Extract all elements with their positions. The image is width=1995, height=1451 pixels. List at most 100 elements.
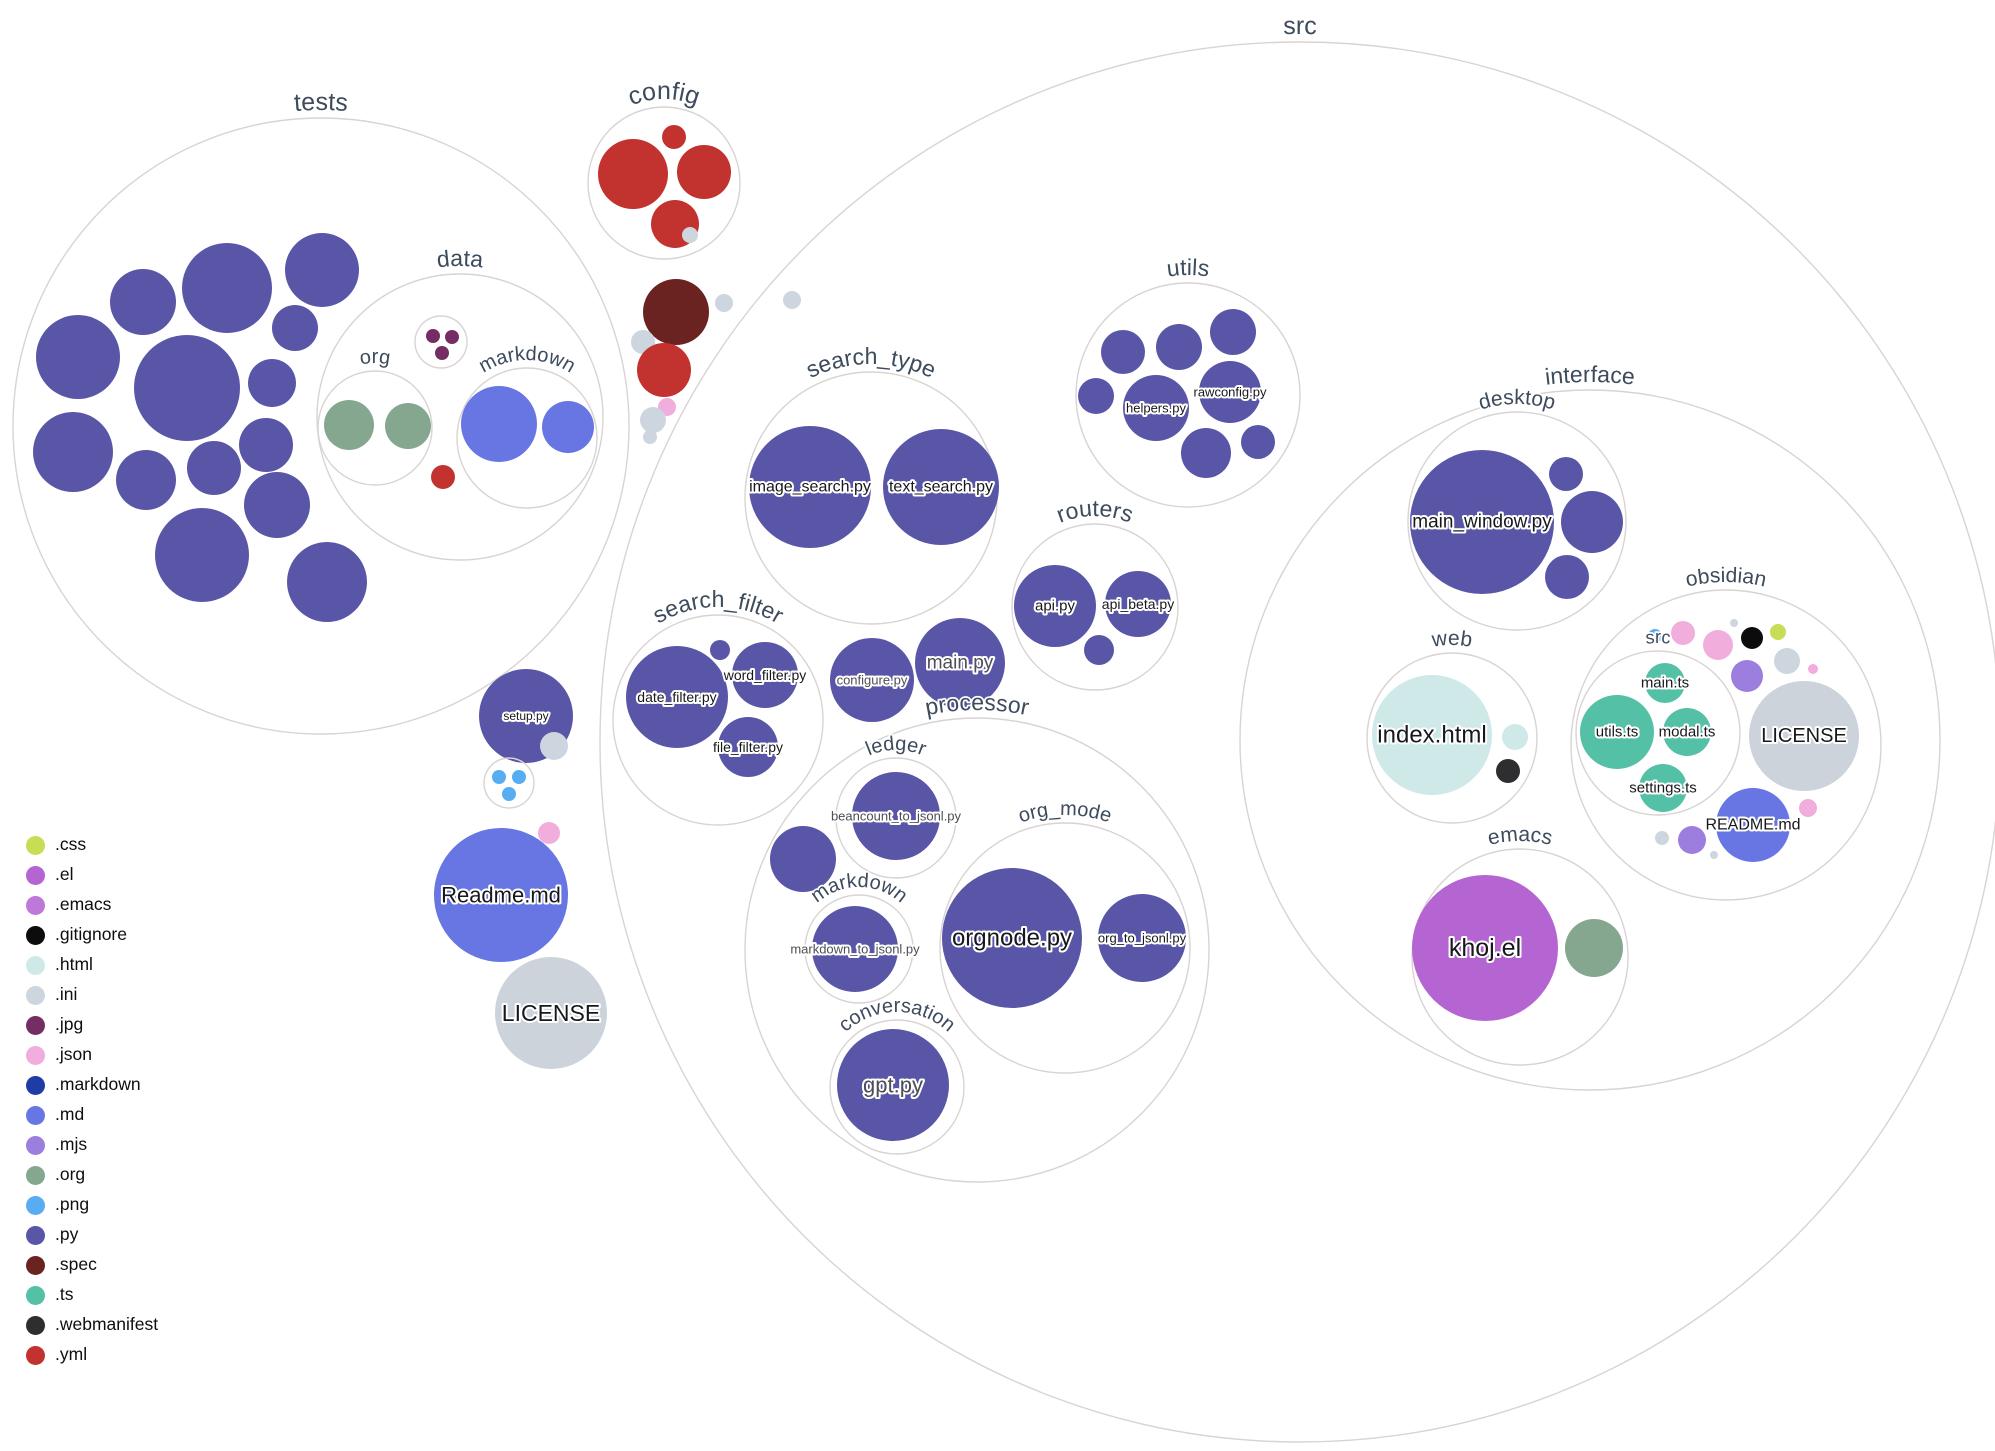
legend-item-py: .py (26, 1220, 158, 1250)
folder-circle-emacs (1411, 848, 1629, 1066)
file-circle-main.ts (1645, 663, 1685, 703)
legend-extension-label: .ini (55, 984, 78, 1005)
folder-circle-tests (12, 117, 630, 735)
folder-routers: api.py api_beta.py routers (1011, 493, 1179, 691)
legend-color-dot-markdown (26, 1075, 45, 1095)
file-circle-spec (643, 279, 709, 345)
legend-extension-label: .webmanifest (55, 1314, 159, 1335)
file-circle-settings.ts (1639, 764, 1687, 812)
folder-obsidian: main.ts utils.ts modal.ts settings.ts src LIC… (1570, 562, 1882, 901)
file-circle-gitignore (1741, 627, 1763, 649)
file-circle-configure.py (830, 638, 914, 722)
file-circle-yml (637, 343, 691, 397)
file-circle-py (110, 269, 176, 335)
file-circle-py (182, 243, 272, 333)
legend-color-dot-ini (26, 985, 45, 1005)
file-label-main.py: main.py (927, 653, 994, 674)
legend-extension-label: .md (55, 1104, 85, 1125)
file-circle-ini (1774, 648, 1800, 674)
file-circle-yml (598, 139, 668, 209)
file-circle-py (770, 826, 836, 892)
file-circle-org (385, 403, 431, 449)
file-circle-jpg (426, 329, 440, 343)
folder-circle-interface (1239, 389, 1941, 1091)
file-circle-py (1241, 425, 1275, 459)
file-label-orgnode.py: orgnode.py (952, 925, 1072, 952)
file-circle-LICENSE (1749, 681, 1859, 791)
legend-item-webmanifest: .webmanifest (26, 1310, 158, 1340)
file-circle-ini (643, 430, 657, 444)
file-circle-mjs (1678, 826, 1706, 854)
folder-circle-org_mode (939, 822, 1191, 1074)
file-circle-py (1156, 324, 1202, 370)
folder-label-markdown: markdown (475, 343, 579, 378)
folder-circle-search_filter (612, 614, 824, 826)
folder-label-search_filter: search_filter (648, 586, 788, 628)
file-circle-helpers.py (1123, 375, 1189, 441)
file-circle-ini (1655, 831, 1669, 845)
legend-color-dot-el (26, 865, 45, 885)
folder-circle-obsidian (1570, 589, 1882, 901)
legend-color-dot-py (26, 1225, 45, 1245)
file-circle-ini (783, 291, 801, 309)
file-circle-mjs (1731, 660, 1763, 692)
legend-item-org: .org (26, 1160, 158, 1190)
legend-item-mjs: .mjs (26, 1130, 158, 1160)
file-circle-py (239, 418, 293, 472)
folder-emacs: khoj.el emacs (1411, 821, 1629, 1066)
folder-circle-org (317, 370, 433, 486)
file-label-modal.ts: modal.ts (1659, 724, 1716, 741)
legend-item-jpg: .jpg (26, 1010, 158, 1040)
file-circle-text_search.py (883, 429, 999, 545)
file-circle-py (1078, 378, 1114, 414)
legend-extension-label: .markdown (55, 1074, 141, 1095)
legend-extension-label: .css (55, 834, 87, 855)
file-label-configure.py: configure.py (837, 673, 908, 688)
legend-color-dot-json (26, 1045, 45, 1065)
file-label-rawconfig.py: rawconfig.py (1194, 385, 1267, 400)
file-circle-beancount_to_jsonl.py (852, 772, 940, 860)
file-circle-main_window.py (1410, 450, 1554, 594)
file-circle-py (287, 542, 367, 622)
folder-label-search_type: search_type (802, 343, 940, 383)
file-circle-file_filter.py (718, 717, 778, 777)
folder-markdown: markdown (456, 341, 598, 509)
folder-label-arc (687, 34, 1913, 388)
file-circle-ini (1730, 619, 1738, 627)
file-label-index.html: index.html (1377, 722, 1486, 749)
file-circle-main.py (915, 618, 1005, 708)
file-extension-legend: .css .el .emacs .gitignore .html .ini .jpg .jso… (26, 830, 158, 1370)
file-label-LICENSE: LICENSE (1761, 725, 1847, 747)
folder-label-arc (1016, 516, 1174, 561)
file-label-README.md: README.md (1705, 817, 1800, 834)
legend-color-dot-md (26, 1105, 45, 1125)
file-circle-gpt.py (837, 1029, 949, 1141)
file-circle-py (1210, 309, 1256, 355)
file-label-org_to_jsonl.py: org_to_jsonl.py (1098, 931, 1187, 946)
folder-circle-conversation (829, 1019, 965, 1155)
file-circle-py (244, 472, 310, 538)
legend-item-emacs: .emacs (26, 890, 158, 920)
folder-label-desktop: desktop (1476, 386, 1558, 415)
file-circle-ini (682, 227, 698, 243)
file-circle-ini (715, 294, 733, 312)
file-label-text_search.py: text_search.py (889, 479, 993, 496)
file-circle-yml (431, 465, 455, 489)
folder-unlabeled (483, 757, 535, 809)
folder-label-utils: utils (1165, 254, 1211, 282)
file-label-api_beta.py: api_beta.py (1102, 596, 1174, 612)
file-circle-modal.ts (1663, 708, 1711, 756)
legend-item-gitignore: .gitignore (26, 920, 158, 950)
file-circle-py (134, 335, 240, 441)
legend-extension-label: .spec (55, 1254, 97, 1275)
folder-label-tests: tests (293, 88, 349, 117)
legend-extension-label: .org (55, 1164, 86, 1185)
file-label-Readme.md: Readme.md (441, 883, 561, 908)
folder-label-src: src (1283, 12, 1317, 40)
file-circle-py (248, 359, 296, 407)
folder-circle-routers (1011, 523, 1179, 691)
file-circle-org (1565, 919, 1623, 977)
file-label-file_filter.py: file_filter.py (713, 739, 783, 755)
